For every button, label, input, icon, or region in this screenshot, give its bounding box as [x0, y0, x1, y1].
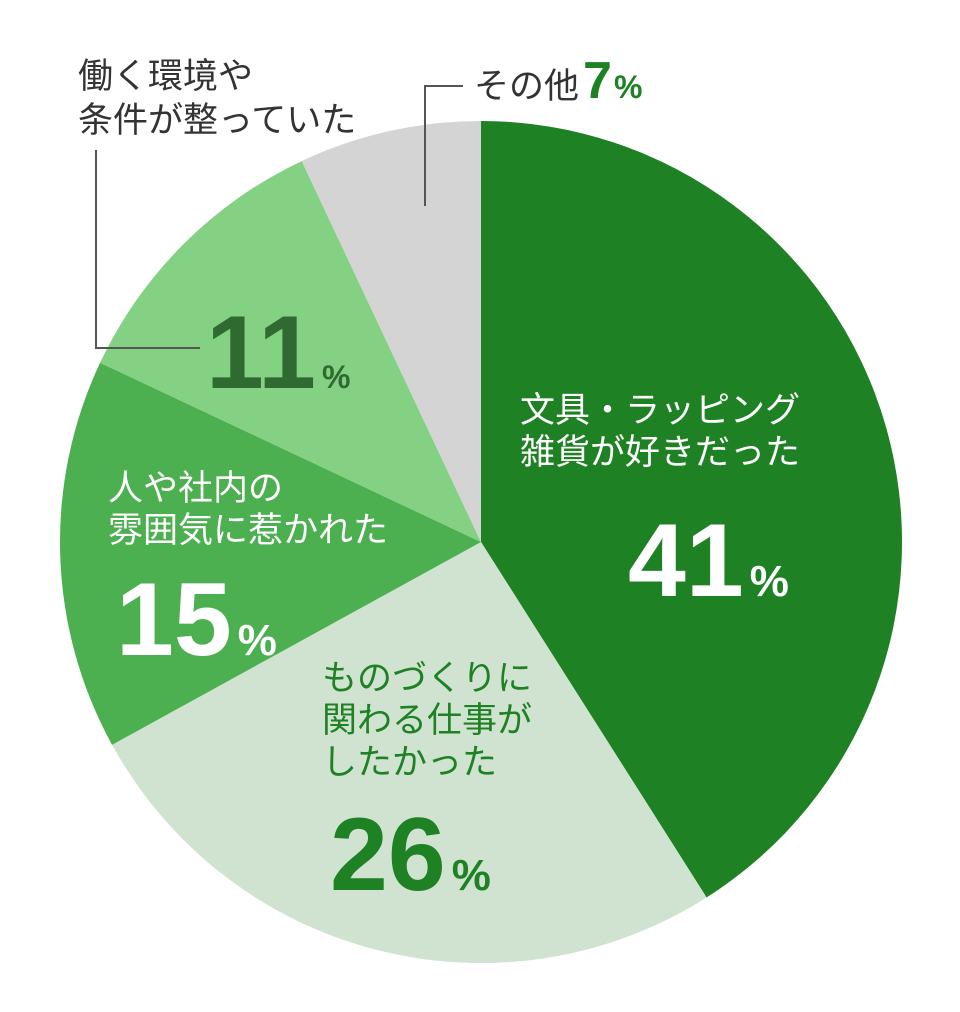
- pie-slice-monozukuri: [112, 542, 707, 963]
- slice-label-stationery-line-2: 雑貨が好きだった: [520, 433, 800, 473]
- slice-label-atmosphere-line-1: 人や社内の: [108, 469, 283, 509]
- slice-label-group-other: その他7%: [474, 52, 642, 110]
- slice-label-group-conditions: 働く環境や 条件が整っていた 11%: [78, 57, 356, 411]
- slice-value-conditions: 11: [206, 295, 316, 411]
- pie-slice-stationery: [481, 121, 902, 898]
- slice-label-group-atmosphere: 人や社内の 雰囲気に惹かれた 15%: [108, 469, 388, 678]
- pie-slices: [59, 121, 902, 963]
- slice-value-stationery: 41: [628, 503, 744, 619]
- slice-label-monozukuri-line-3: したかった: [322, 743, 497, 783]
- slice-percent-monozukuri: 26%: [330, 797, 491, 913]
- slice-percent-stationery: 41%: [628, 503, 789, 619]
- slice-label-monozukuri-line-1: ものづくりに: [322, 659, 532, 699]
- leader-line-conditions: [95, 150, 200, 349]
- slice-percent-sign-atmosphere: %: [238, 616, 277, 665]
- slice-label-other-text: その他: [474, 67, 579, 107]
- slice-percent-sign-conditions: %: [322, 359, 350, 395]
- slice-value-atmosphere: 15: [116, 562, 232, 678]
- slice-label-other: その他7%: [474, 52, 642, 110]
- slice-percent-atmosphere: 15%: [116, 562, 277, 678]
- slice-value-other: 7: [583, 52, 612, 110]
- slice-label-atmosphere-line-2: 雰囲気に惹かれた: [108, 511, 388, 551]
- leader-lines: [95, 85, 463, 349]
- slice-label-group-stationery: 文具・ラッピング 雑貨が好きだった 41%: [520, 391, 800, 619]
- leader-line-other: [424, 85, 463, 206]
- slice-value-monozukuri: 26: [330, 797, 446, 913]
- slice-percent-sign-stationery: %: [750, 557, 789, 606]
- slice-label-group-monozukuri: ものづくりに 関わる仕事が したかった 26%: [322, 659, 532, 913]
- pie-slice-other: [301, 121, 481, 542]
- slice-percent-sign-other: %: [614, 69, 642, 105]
- slice-percent-sign-monozukuri: %: [452, 851, 491, 900]
- slice-label-conditions-line-1: 働く環境や: [78, 57, 253, 97]
- slice-label-conditions-line-2: 条件が整っていた: [78, 101, 356, 141]
- pie-slice-atmosphere: [59, 362, 481, 745]
- slice-label-stationery-line-1: 文具・ラッピング: [520, 391, 800, 431]
- slice-label-monozukuri-line-2: 関わる仕事が: [322, 701, 532, 741]
- slice-percent-conditions: 11%: [206, 295, 350, 411]
- pie-slice-conditions: [100, 161, 481, 542]
